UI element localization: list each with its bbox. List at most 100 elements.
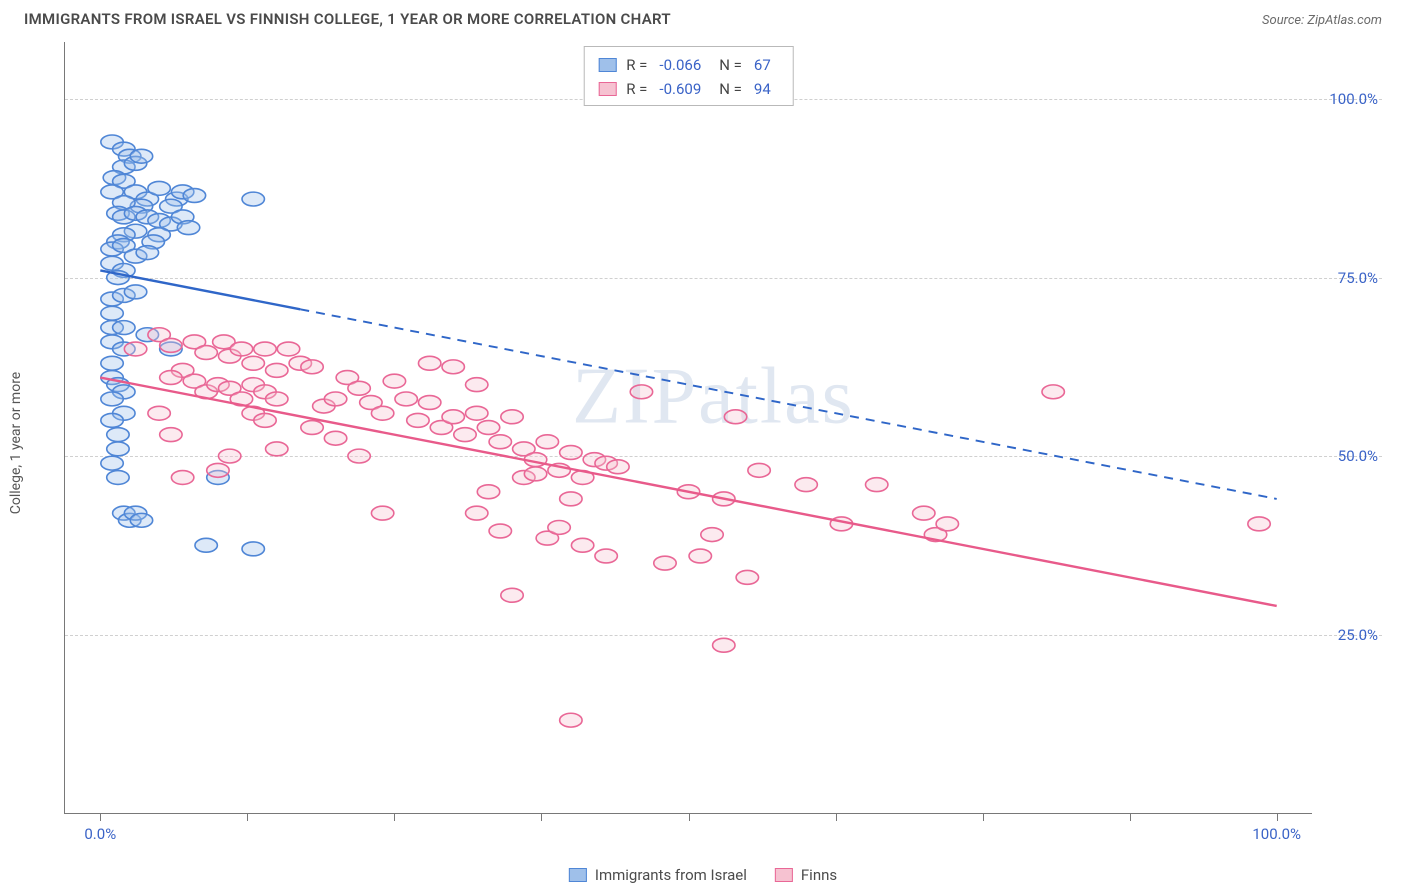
- scatter-point-israel: [242, 192, 264, 206]
- scatter-point-finns: [442, 360, 464, 374]
- y-tick-label: 25.0%: [1316, 626, 1378, 644]
- scatter-point-israel: [107, 442, 129, 456]
- scatter-point-finns: [277, 342, 299, 356]
- chart-title: IMMIGRANTS FROM ISRAEL VS FINNISH COLLEG…: [24, 10, 671, 28]
- x-tick: [836, 813, 837, 821]
- scatter-point-israel: [195, 538, 217, 552]
- x-tick: [394, 813, 395, 821]
- scatter-point-finns: [171, 471, 193, 485]
- scatter-point-israel: [177, 221, 199, 235]
- scatter-svg: [65, 42, 1312, 813]
- scatter-point-finns: [160, 338, 182, 352]
- scatter-point-finns: [454, 428, 476, 442]
- scatter-point-israel: [101, 392, 123, 406]
- plot-area: ZIPatlas R =-0.066N =67R =-0.609N =94 25…: [64, 42, 1312, 814]
- correlation-legend: R =-0.066N =67R =-0.609N =94: [583, 46, 794, 106]
- legend-r-value: -0.066: [659, 53, 701, 77]
- scatter-point-finns: [866, 478, 888, 492]
- scatter-point-finns: [407, 413, 429, 427]
- scatter-point-finns: [548, 521, 570, 535]
- scatter-point-finns: [160, 371, 182, 385]
- legend-n-label: N =: [719, 53, 742, 77]
- scatter-point-finns: [466, 406, 488, 420]
- scatter-point-israel: [148, 181, 170, 195]
- regression-line-finns: [100, 378, 1276, 606]
- scatter-point-finns: [936, 517, 958, 531]
- legend-n-value: 67: [754, 53, 771, 77]
- y-axis-label: College, 1 year or more: [8, 372, 24, 514]
- scatter-point-finns: [630, 385, 652, 399]
- scatter-point-israel: [124, 285, 146, 299]
- scatter-point-finns: [301, 360, 323, 374]
- scatter-point-finns: [371, 406, 393, 420]
- regression-line-dashed-israel: [300, 309, 1276, 499]
- scatter-point-finns: [654, 556, 676, 570]
- x-tick: [1130, 813, 1131, 821]
- scatter-point-finns: [371, 506, 393, 520]
- legend-swatch-icon: [569, 868, 587, 882]
- scatter-point-finns: [477, 421, 499, 435]
- legend-item-finns: Finns: [775, 866, 837, 884]
- scatter-point-finns: [230, 342, 252, 356]
- legend-item-israel: Immigrants from Israel: [569, 866, 747, 884]
- scatter-point-finns: [1248, 517, 1270, 531]
- scatter-point-israel: [130, 149, 152, 163]
- scatter-point-finns: [795, 478, 817, 492]
- scatter-point-finns: [324, 431, 346, 445]
- scatter-point-finns: [560, 446, 582, 460]
- y-tick-label: 100.0%: [1316, 90, 1378, 108]
- scatter-point-finns: [195, 346, 217, 360]
- scatter-point-finns: [571, 538, 593, 552]
- scatter-point-finns: [254, 413, 276, 427]
- scatter-point-finns: [242, 356, 264, 370]
- scatter-point-finns: [489, 435, 511, 449]
- scatter-point-finns: [501, 588, 523, 602]
- scatter-point-finns: [254, 342, 276, 356]
- scatter-point-finns: [148, 406, 170, 420]
- scatter-point-finns: [689, 549, 711, 563]
- scatter-point-finns: [348, 381, 370, 395]
- scatter-point-finns: [477, 485, 499, 499]
- scatter-point-finns: [124, 342, 146, 356]
- legend-row-finns: R =-0.609N =94: [598, 77, 779, 101]
- scatter-point-finns: [466, 378, 488, 392]
- chart-container: College, 1 year or more ZIPatlas R =-0.0…: [24, 42, 1382, 844]
- scatter-point-finns: [218, 449, 240, 463]
- scatter-point-finns: [607, 460, 629, 474]
- x-tick: [983, 813, 984, 821]
- scatter-point-finns: [489, 524, 511, 538]
- scatter-point-finns: [348, 449, 370, 463]
- scatter-point-finns: [418, 356, 440, 370]
- legend-r-value: -0.609: [659, 77, 701, 101]
- scatter-point-finns: [383, 374, 405, 388]
- scatter-point-finns: [266, 442, 288, 456]
- scatter-point-finns: [748, 463, 770, 477]
- x-tick: [247, 813, 248, 821]
- scatter-point-israel: [183, 189, 205, 203]
- scatter-point-finns: [266, 363, 288, 377]
- x-tick: [100, 813, 101, 821]
- legend-row-israel: R =-0.066N =67: [598, 53, 779, 77]
- scatter-point-finns: [207, 463, 229, 477]
- scatter-point-finns: [713, 638, 735, 652]
- scatter-point-israel: [101, 306, 123, 320]
- scatter-point-israel: [101, 356, 123, 370]
- scatter-point-finns: [266, 392, 288, 406]
- legend-label: Immigrants from Israel: [595, 866, 747, 884]
- scatter-point-finns: [301, 421, 323, 435]
- scatter-point-israel: [107, 428, 129, 442]
- scatter-point-finns: [524, 467, 546, 481]
- scatter-point-finns: [1042, 385, 1064, 399]
- scatter-point-finns: [466, 506, 488, 520]
- scatter-point-finns: [913, 506, 935, 520]
- scatter-point-israel: [136, 246, 158, 260]
- scatter-point-israel: [101, 413, 123, 427]
- scatter-point-finns: [442, 410, 464, 424]
- scatter-point-finns: [324, 392, 346, 406]
- scatter-point-finns: [395, 392, 417, 406]
- x-tick: [1277, 813, 1278, 821]
- scatter-point-israel: [242, 542, 264, 556]
- legend-swatch-icon: [598, 82, 616, 96]
- scatter-point-finns: [536, 435, 558, 449]
- x-tick-label: 0.0%: [84, 825, 116, 843]
